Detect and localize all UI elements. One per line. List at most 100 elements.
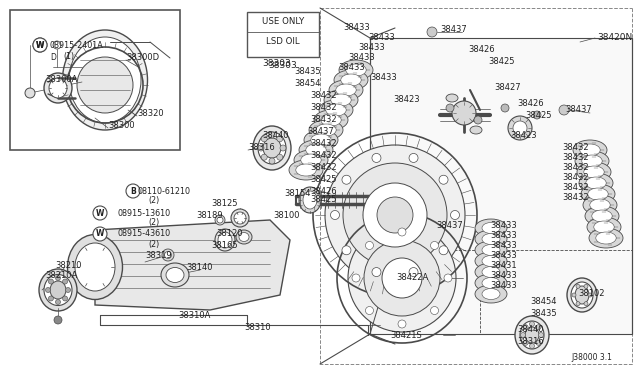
Ellipse shape <box>475 241 507 259</box>
Ellipse shape <box>470 126 482 134</box>
Ellipse shape <box>582 155 602 167</box>
Ellipse shape <box>303 191 317 209</box>
Ellipse shape <box>475 274 507 292</box>
Text: 38125: 38125 <box>211 199 237 208</box>
Text: 38140: 38140 <box>186 263 212 273</box>
Text: 38320: 38320 <box>137 109 164 119</box>
Circle shape <box>559 105 569 115</box>
Ellipse shape <box>571 282 593 308</box>
Text: (2): (2) <box>148 218 159 227</box>
Text: 38433: 38433 <box>348 54 375 62</box>
Ellipse shape <box>482 244 500 256</box>
Ellipse shape <box>334 70 368 90</box>
Text: 38420N: 38420N <box>597 33 632 42</box>
Ellipse shape <box>326 104 346 116</box>
Ellipse shape <box>69 37 141 123</box>
Text: 38421S: 38421S <box>390 330 422 340</box>
Circle shape <box>409 267 418 276</box>
Ellipse shape <box>164 251 172 259</box>
Circle shape <box>533 111 541 119</box>
Ellipse shape <box>319 100 353 120</box>
Ellipse shape <box>49 78 67 98</box>
Circle shape <box>63 279 68 284</box>
Text: 38432: 38432 <box>562 164 589 173</box>
Text: 38316: 38316 <box>248 144 275 153</box>
Ellipse shape <box>580 144 600 156</box>
Ellipse shape <box>50 281 66 299</box>
Ellipse shape <box>594 221 614 233</box>
Ellipse shape <box>482 256 500 266</box>
Circle shape <box>261 154 268 160</box>
Text: 38425: 38425 <box>525 110 552 119</box>
Ellipse shape <box>236 230 252 244</box>
Ellipse shape <box>586 177 606 189</box>
Ellipse shape <box>301 154 321 166</box>
Circle shape <box>572 293 576 297</box>
Ellipse shape <box>44 73 72 103</box>
Circle shape <box>529 343 534 349</box>
Circle shape <box>342 175 351 184</box>
Circle shape <box>446 104 454 112</box>
Circle shape <box>63 296 68 301</box>
Text: 38432: 38432 <box>310 163 337 171</box>
Text: 38432: 38432 <box>310 151 337 160</box>
Text: 38310: 38310 <box>244 323 271 331</box>
Ellipse shape <box>583 195 617 215</box>
Text: 38427: 38427 <box>494 83 520 93</box>
Ellipse shape <box>587 217 621 237</box>
Ellipse shape <box>263 138 281 158</box>
Circle shape <box>25 88 35 98</box>
Circle shape <box>520 333 525 337</box>
Text: W: W <box>96 208 104 218</box>
Circle shape <box>276 154 283 160</box>
Ellipse shape <box>482 234 500 244</box>
Ellipse shape <box>567 278 597 312</box>
Ellipse shape <box>218 232 232 248</box>
Text: 38433: 38433 <box>368 33 395 42</box>
Circle shape <box>529 321 534 327</box>
Ellipse shape <box>589 228 623 248</box>
Ellipse shape <box>215 229 235 251</box>
Text: 38433: 38433 <box>370 74 397 83</box>
Circle shape <box>427 27 437 37</box>
Circle shape <box>280 145 286 151</box>
Circle shape <box>56 276 61 280</box>
Circle shape <box>269 132 275 138</box>
Text: W: W <box>36 41 44 49</box>
Circle shape <box>584 284 588 288</box>
Text: 08915-43610: 08915-43610 <box>118 230 171 238</box>
Text: 08915-2401A: 08915-2401A <box>50 42 104 51</box>
Circle shape <box>513 121 527 135</box>
Circle shape <box>372 153 381 163</box>
Text: 38437: 38437 <box>440 26 467 35</box>
Text: (2): (2) <box>148 240 159 248</box>
Circle shape <box>261 136 268 142</box>
Circle shape <box>576 302 580 306</box>
Text: 38437: 38437 <box>307 126 333 135</box>
Circle shape <box>365 307 374 315</box>
Bar <box>247 12 319 57</box>
Ellipse shape <box>475 230 507 248</box>
Text: 38210: 38210 <box>55 260 81 269</box>
Ellipse shape <box>581 184 615 204</box>
Text: 38440: 38440 <box>517 326 543 334</box>
Ellipse shape <box>577 162 611 182</box>
Ellipse shape <box>482 222 500 234</box>
Ellipse shape <box>296 164 316 176</box>
Text: 38431: 38431 <box>490 262 516 270</box>
Ellipse shape <box>584 166 604 178</box>
Circle shape <box>348 224 456 332</box>
Text: 38319: 38319 <box>145 251 172 260</box>
Circle shape <box>343 163 447 267</box>
Ellipse shape <box>588 188 608 200</box>
Ellipse shape <box>294 150 328 170</box>
Text: 38433: 38433 <box>490 272 516 280</box>
Circle shape <box>352 274 360 282</box>
Text: 38189: 38189 <box>196 212 223 221</box>
Circle shape <box>431 241 438 250</box>
Ellipse shape <box>475 252 507 270</box>
Text: W: W <box>96 230 104 238</box>
Text: 08110-61210: 08110-61210 <box>138 186 191 196</box>
Text: 38316: 38316 <box>517 337 544 346</box>
Ellipse shape <box>575 286 589 304</box>
